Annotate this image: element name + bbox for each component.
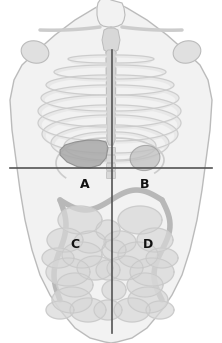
Polygon shape — [57, 273, 93, 297]
FancyBboxPatch shape — [107, 172, 115, 178]
Ellipse shape — [21, 41, 49, 63]
Polygon shape — [116, 85, 179, 113]
Text: B: B — [140, 178, 150, 191]
Polygon shape — [47, 228, 83, 252]
Polygon shape — [102, 280, 126, 300]
Polygon shape — [58, 206, 102, 234]
Polygon shape — [38, 95, 106, 129]
Polygon shape — [97, 0, 125, 27]
Polygon shape — [116, 115, 178, 155]
Polygon shape — [42, 248, 74, 268]
Polygon shape — [52, 287, 92, 313]
Polygon shape — [116, 65, 166, 81]
Polygon shape — [42, 115, 106, 155]
Ellipse shape — [173, 41, 201, 63]
Text: D: D — [143, 238, 153, 251]
Polygon shape — [130, 258, 174, 286]
Polygon shape — [70, 298, 106, 322]
Polygon shape — [114, 298, 150, 322]
Polygon shape — [74, 231, 106, 253]
Polygon shape — [106, 50, 116, 145]
Polygon shape — [146, 248, 178, 268]
Polygon shape — [118, 206, 162, 234]
Polygon shape — [116, 55, 154, 65]
Polygon shape — [62, 242, 102, 268]
Polygon shape — [96, 220, 120, 240]
Polygon shape — [46, 258, 90, 286]
Polygon shape — [116, 95, 181, 129]
Ellipse shape — [130, 145, 160, 170]
Polygon shape — [104, 231, 136, 253]
Text: C: C — [70, 238, 79, 251]
Polygon shape — [116, 125, 169, 163]
Polygon shape — [127, 273, 163, 297]
Polygon shape — [128, 287, 168, 313]
Polygon shape — [118, 242, 158, 268]
Polygon shape — [102, 240, 126, 260]
Polygon shape — [96, 260, 120, 280]
Polygon shape — [46, 75, 106, 97]
Polygon shape — [116, 105, 181, 143]
Text: A: A — [80, 178, 90, 191]
Polygon shape — [116, 132, 156, 162]
Polygon shape — [51, 125, 106, 163]
Polygon shape — [107, 256, 143, 280]
Polygon shape — [102, 28, 120, 52]
FancyBboxPatch shape — [107, 147, 115, 154]
Polygon shape — [46, 301, 74, 319]
Polygon shape — [38, 105, 106, 143]
Polygon shape — [54, 65, 106, 81]
Polygon shape — [137, 228, 173, 252]
Polygon shape — [94, 300, 122, 320]
FancyBboxPatch shape — [107, 155, 115, 163]
Polygon shape — [64, 132, 106, 162]
Polygon shape — [116, 75, 174, 97]
Polygon shape — [41, 85, 106, 113]
Polygon shape — [68, 55, 106, 65]
Polygon shape — [10, 0, 212, 343]
FancyBboxPatch shape — [107, 164, 115, 170]
Polygon shape — [146, 301, 174, 319]
Polygon shape — [60, 140, 108, 168]
Polygon shape — [77, 256, 113, 280]
